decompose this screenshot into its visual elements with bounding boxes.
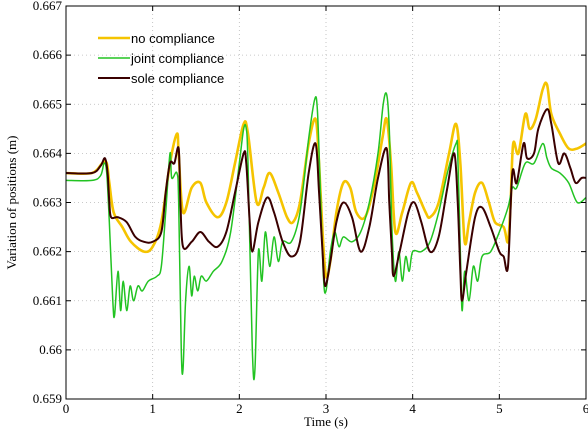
x-tick-label-4: 4 bbox=[409, 401, 416, 416]
y-tick-label-6: 0.665 bbox=[33, 96, 62, 111]
series-lines bbox=[66, 81, 586, 381]
x-tick-label-3: 3 bbox=[323, 401, 330, 416]
series-line-sole-compliance bbox=[66, 108, 586, 302]
axis-ticks: 0 1 2 3 4 5 6 0.659 0.66 0.661 0.662 0.663 0.664 0.66… bbox=[33, 0, 588, 416]
legend-label-sole-compliance: sole compliance bbox=[131, 71, 224, 86]
y-tick-label-8: 0.667 bbox=[33, 0, 63, 13]
x-tick-label-1: 1 bbox=[149, 401, 156, 416]
x-tick-label-0: 0 bbox=[63, 401, 70, 416]
series-line-no-compliance bbox=[66, 81, 586, 279]
x-tick-label-2: 2 bbox=[236, 401, 243, 416]
y-tick-label-5: 0.664 bbox=[33, 145, 63, 160]
y-tick-label-1: 0.66 bbox=[39, 342, 62, 357]
x-tick-label-5: 5 bbox=[496, 401, 503, 416]
y-tick-label-2: 0.661 bbox=[33, 293, 62, 308]
series-line-joint-compliance bbox=[66, 92, 586, 381]
y-tick-label-7: 0.666 bbox=[33, 47, 63, 62]
y-axis-label: Variation of positions (m) bbox=[4, 136, 19, 270]
legend-label-no-compliance: no compliance bbox=[131, 31, 215, 46]
y-tick-label-4: 0.663 bbox=[33, 195, 62, 210]
y-tick-label-3: 0.662 bbox=[33, 244, 62, 259]
y-tick-label-0: 0.659 bbox=[33, 391, 62, 406]
x-axis-label: Time (s) bbox=[304, 414, 348, 429]
legend: no compliance joint compliance sole compli… bbox=[98, 31, 224, 86]
legend-label-joint-compliance: joint compliance bbox=[130, 51, 224, 66]
x-tick-label-6: 6 bbox=[583, 401, 588, 416]
